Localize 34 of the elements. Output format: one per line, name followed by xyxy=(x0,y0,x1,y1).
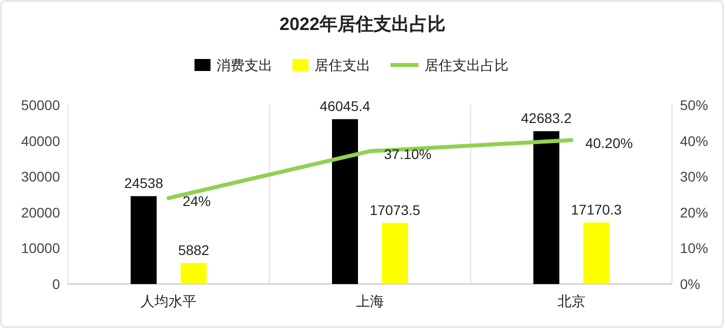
y2-tick-label: 20% xyxy=(680,204,708,220)
y2-tick-label: 40% xyxy=(680,132,708,149)
y-tick-label: 0 xyxy=(52,276,60,292)
data-label: 24538 xyxy=(124,175,164,192)
data-label: 46045.4 xyxy=(320,98,371,114)
y-tick-label: 30000 xyxy=(21,168,60,185)
y-tick-label: 10000 xyxy=(21,240,60,256)
bar xyxy=(180,262,207,284)
x-tick-label: 人均水平 xyxy=(140,293,197,309)
legend-label: 居住支出 xyxy=(314,57,370,73)
y-tick-label: 50000 xyxy=(21,97,60,113)
data-label: 17073.5 xyxy=(370,202,421,218)
data-label: 17170.3 xyxy=(571,202,622,218)
legend-label: 居住支出占比 xyxy=(424,57,508,73)
y-tick-label: 20000 xyxy=(21,204,60,220)
data-label: 40.20% xyxy=(585,135,633,152)
y2-tick-label: 0% xyxy=(680,276,700,292)
bar xyxy=(533,131,560,284)
x-tick-label: 北京 xyxy=(557,293,586,309)
data-label: 5882 xyxy=(178,242,210,258)
bar xyxy=(382,222,408,284)
bar xyxy=(130,196,157,284)
chart-title: 2022年居住支出占比 xyxy=(279,14,446,34)
bar xyxy=(332,119,358,284)
data-label: 37.10% xyxy=(384,146,432,162)
y2-tick-label: 50% xyxy=(680,97,708,113)
data-label: 42683.2 xyxy=(521,110,572,126)
x-tick-label: 上海 xyxy=(356,293,384,309)
y-tick-label: 40000 xyxy=(21,132,60,149)
legend-label: 消费支出 xyxy=(216,57,272,73)
bar xyxy=(583,222,610,284)
y2-tick-label: 30% xyxy=(680,168,708,185)
y2-tick-label: 10% xyxy=(680,240,708,256)
data-label: 24% xyxy=(182,193,211,210)
